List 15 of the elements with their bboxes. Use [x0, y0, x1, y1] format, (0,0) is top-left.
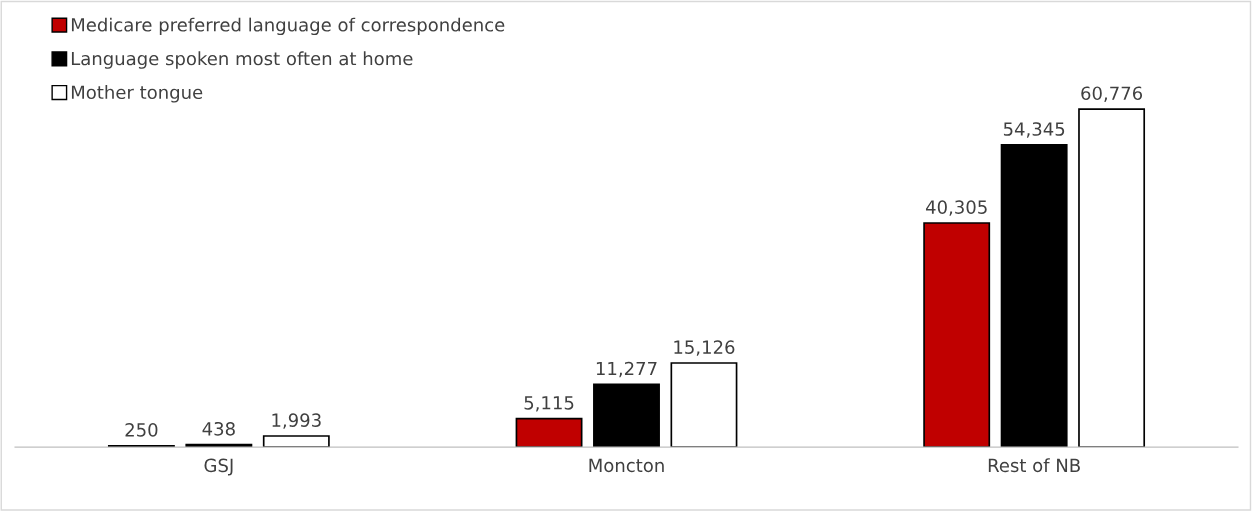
data-label: 250 — [125, 423, 158, 437]
legend-label: Language spoken most often at home — [71, 51, 413, 69]
data-label: 11,277 — [596, 361, 657, 378]
legend-label: Mother tongue — [71, 85, 203, 103]
data-label: 54,345 — [1003, 122, 1065, 138]
x-tick-label: Moncton — [589, 458, 664, 473]
data-label: 60,776 — [1081, 86, 1143, 102]
legend-label: Medicare preferred language of correspondence — [71, 17, 505, 36]
data-label: 40,305 — [925, 200, 987, 216]
data-label: 1,993 — [272, 413, 321, 429]
data-label: 438 — [202, 421, 235, 436]
data-label: 5,115 — [524, 396, 574, 412]
x-tick-label: GSJ — [204, 458, 233, 476]
x-tick-label: Rest of NB — [988, 458, 1080, 473]
data-label: 15,126 — [674, 340, 735, 356]
